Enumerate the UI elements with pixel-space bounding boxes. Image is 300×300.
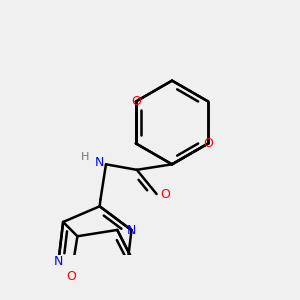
Text: N: N [127,224,136,237]
Text: O: O [203,137,213,150]
Text: N: N [95,156,104,169]
Text: O: O [131,95,141,108]
Text: O: O [66,270,76,283]
Text: O: O [160,188,170,200]
Text: H: H [81,152,89,162]
Text: N: N [54,255,63,268]
